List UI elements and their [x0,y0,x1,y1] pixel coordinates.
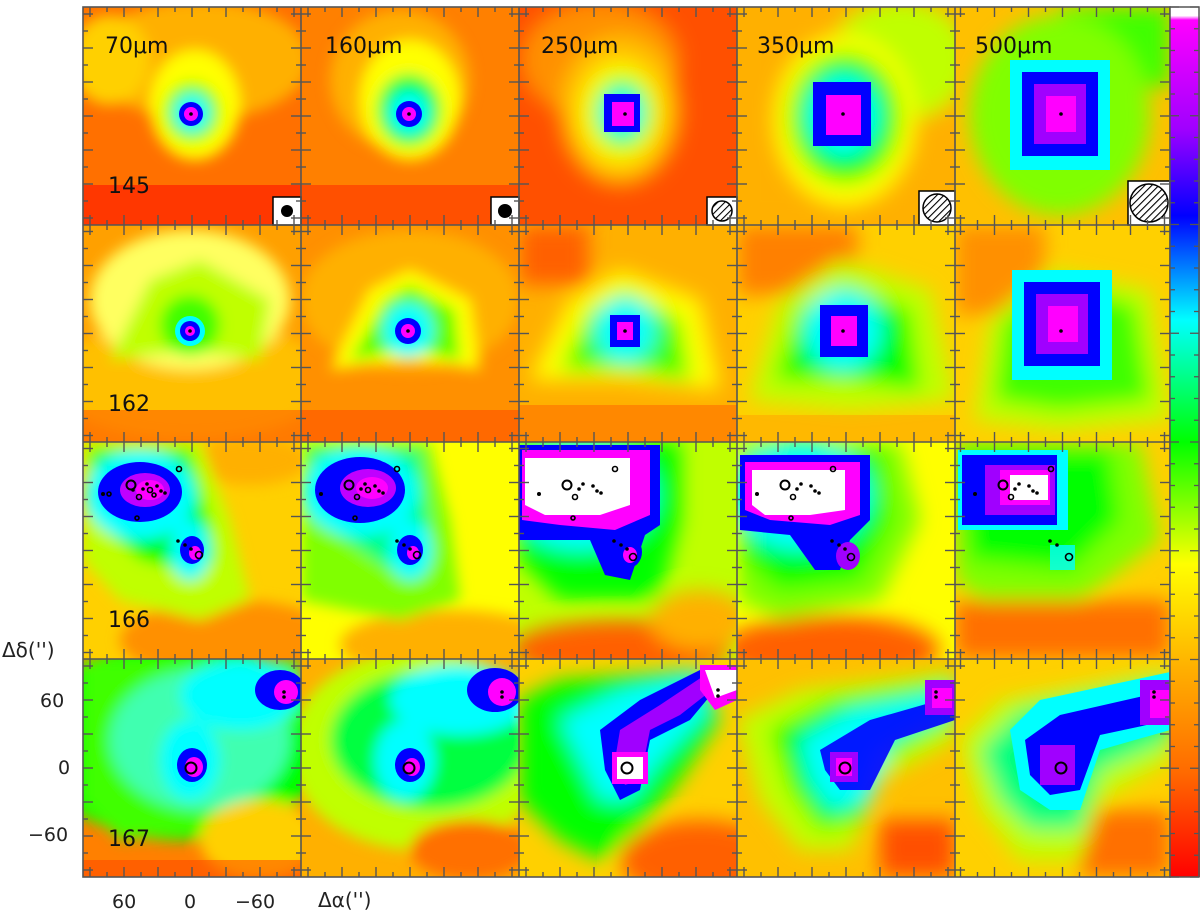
panel-166-70um [83,442,301,659]
source-label: 145 [108,174,150,199]
y-tick-label: 60 [40,690,65,712]
x-tick-label: 0 [184,891,197,913]
panel-162-250um [519,225,737,442]
yso-markers-167 [184,761,1068,775]
panel-167-70um [83,659,301,877]
wavelength-label: 500μm [975,34,1053,59]
x-tick-label: −60 [235,891,276,913]
y-axis-label: Δδ('') [2,638,55,662]
source-label: 162 [108,392,150,417]
source-marker [1059,329,1063,333]
source-marker [623,329,627,333]
panel-166-350um [737,442,955,659]
source-marker [623,112,627,116]
yso-markers-166 [106,465,1074,562]
y-tick-label: 0 [58,757,71,779]
source-marker [407,112,411,116]
panel-grid [82,6,1171,878]
beam-160um [490,196,520,226]
source-label: 166 [108,608,150,633]
beam-500um [1127,180,1171,226]
wavelength-label: 350μm [757,34,835,59]
yso-dots-167 [282,688,1156,699]
panel-166-500um [955,442,1170,659]
panel-166-250um [519,442,737,659]
yso-dots-166 [101,482,1059,551]
x-tick-label: 60 [112,891,137,913]
beam-350um [918,190,956,226]
panel-145-350um [737,7,955,225]
panel-145-250um [519,7,737,225]
tick-marks [83,7,1170,877]
panel-167-160um [301,659,519,877]
wavelength-label: 70μm [105,34,169,59]
panel-162-160um [301,225,519,442]
panel-162-70um [83,225,301,442]
panel-145-70um [83,7,301,225]
panel-167-250um [519,659,737,877]
source-marker [841,329,845,333]
source-marker [406,329,410,333]
panel-167-350um [737,659,955,877]
source-label: 167 [108,827,150,852]
panel-145-160um [301,7,519,225]
source-marker [189,112,193,116]
panel-162-500um [955,225,1170,442]
panel-167-500um [955,659,1170,877]
wavelength-label: 160μm [325,34,403,59]
y-tick-label: −60 [28,824,69,846]
colorbar [1169,6,1200,878]
wavelength-label: 250μm [541,34,619,59]
beam-boxes [272,180,1171,226]
source-marker [841,112,845,116]
source-markers [188,112,1063,333]
panel-162-350um [737,225,955,442]
x-axis-label: Δα('') [318,888,372,912]
source-marker [1059,112,1063,116]
source-marker [188,329,192,333]
